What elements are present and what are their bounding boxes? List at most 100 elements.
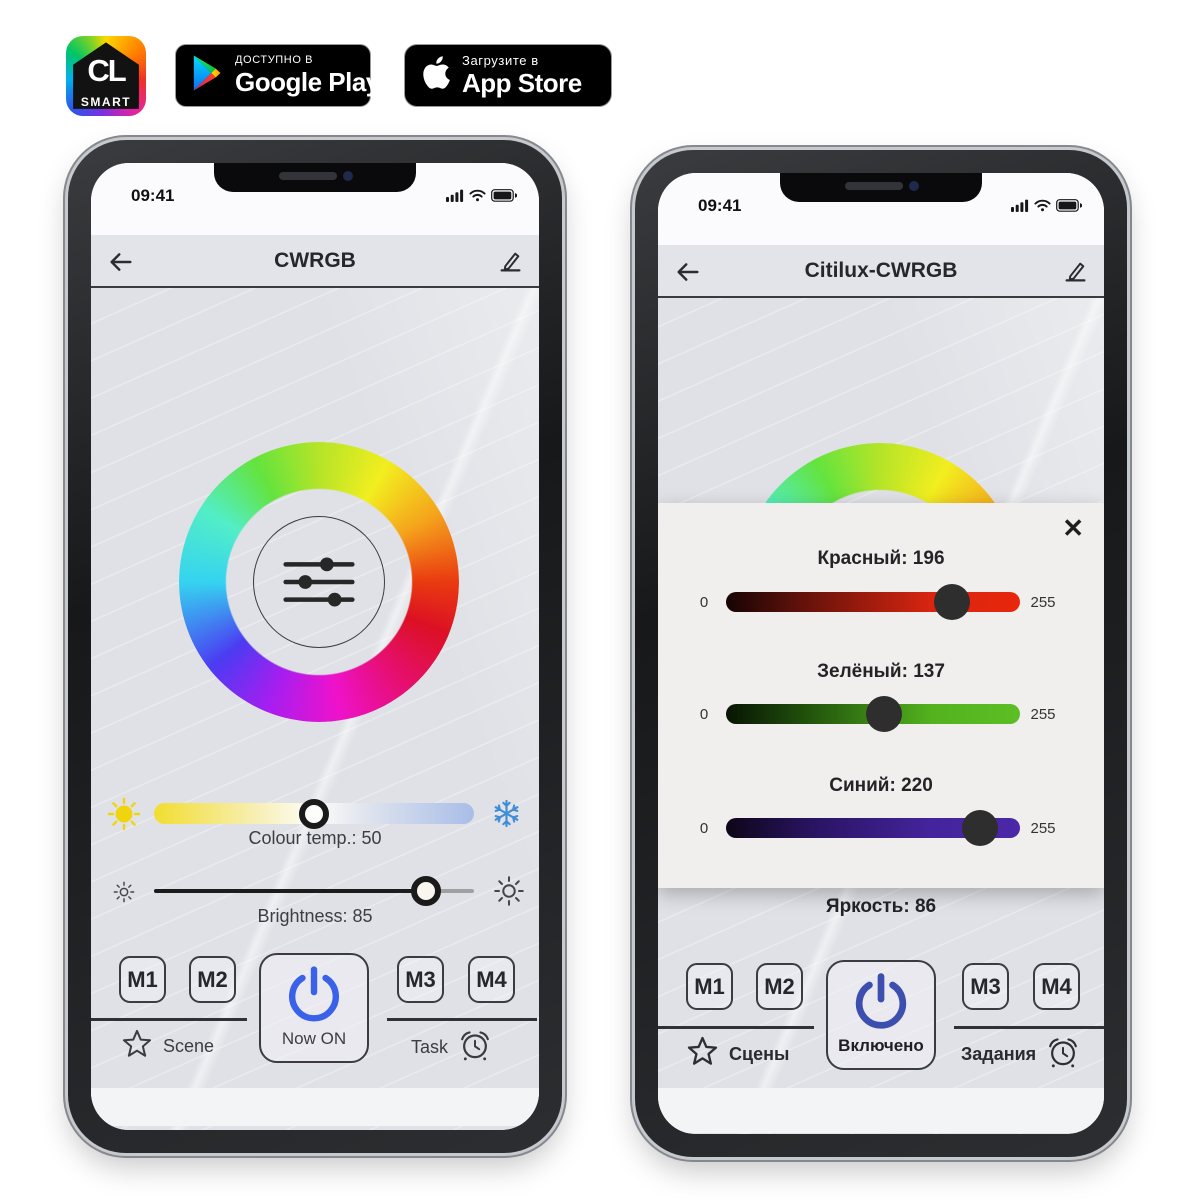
- green-max-label: 255: [1030, 706, 1056, 723]
- blue-min-label: 0: [699, 820, 709, 837]
- color-wheel[interactable]: [179, 442, 459, 722]
- red-min-label: 0: [699, 594, 709, 611]
- signal-icon: [1011, 199, 1029, 217]
- memory-button-m2[interactable]: M2: [756, 963, 803, 1010]
- memory-button-m4[interactable]: M4: [468, 956, 515, 1003]
- green-slider-thumb[interactable]: [865, 696, 902, 732]
- sliders-icon: [283, 557, 355, 607]
- tab-scene-label: Scene: [163, 1036, 215, 1056]
- bright-sun-icon: [494, 876, 524, 911]
- edit-pencil-icon[interactable]: [1063, 259, 1088, 284]
- front-camera: [909, 181, 919, 191]
- badges-row: CL SMART ДОСТУПНО В Google Play: [0, 0, 1200, 130]
- blue-max-label: 255: [1030, 820, 1056, 837]
- rgb-sliders-open-button[interactable]: [253, 516, 385, 648]
- rgb-modal: ✕ Красный: 196 0 255 Зелёный: 137 0 255 …: [658, 503, 1104, 888]
- memory-button-m4[interactable]: M4: [1033, 963, 1080, 1010]
- speaker: [845, 182, 904, 190]
- front-camera: [343, 171, 353, 181]
- power-icon: [289, 966, 339, 1022]
- phone-left: 09:41 CWRGB: [68, 140, 562, 1153]
- memory-button-m1[interactable]: M1: [686, 963, 733, 1010]
- home-area: [91, 1088, 539, 1126]
- power-button[interactable]: Now ON: [259, 953, 369, 1063]
- cl-smart-logo[interactable]: CL SMART: [66, 36, 146, 116]
- app-store-caption: Загрузите в: [462, 53, 539, 69]
- status-time: 09:41: [698, 196, 742, 215]
- close-icon[interactable]: ✕: [1062, 513, 1084, 543]
- device-title: Citilux-CWRGB: [804, 259, 958, 282]
- back-button[interactable]: [674, 258, 702, 286]
- alarm-clock-icon: [458, 1028, 492, 1067]
- home-area: [658, 1088, 1104, 1133]
- cl-logo-text: CL: [87, 53, 126, 88]
- brightness-fill: [154, 889, 426, 893]
- color-temp-thumb[interactable]: [299, 798, 329, 829]
- app-store-badge[interactable]: Загрузите в App Store: [404, 44, 612, 107]
- tab-scene[interactable]: Сцены: [686, 1035, 789, 1073]
- brightness-slider-row: [91, 874, 537, 908]
- tab-task[interactable]: Задания: [961, 1035, 1080, 1074]
- google-play-badge[interactable]: ДОСТУПНО В Google Play: [175, 44, 380, 107]
- power-state-label: Включено: [838, 1036, 924, 1055]
- device-title: CWRGB: [274, 249, 356, 272]
- app-header: CWRGB: [91, 235, 539, 288]
- phone-right: 09:41 Citilux-CWRGB ✕ Кр: [635, 150, 1127, 1157]
- notch: [780, 173, 982, 202]
- red-max-label: 255: [1030, 594, 1056, 611]
- green-slider-label: Зелёный: 137: [817, 661, 945, 682]
- power-button[interactable]: Включено: [826, 960, 936, 1070]
- main-content: ✕ Красный: 196 0 255 Зелёный: 137 0 255 …: [658, 298, 1104, 1134]
- phone-right-screen: 09:41 Citilux-CWRGB ✕ Кр: [658, 173, 1104, 1134]
- brightness-thumb[interactable]: [411, 876, 441, 906]
- brightness-track[interactable]: [154, 876, 474, 906]
- red-slider-track[interactable]: [726, 584, 1020, 620]
- color-temp-slider-row: [91, 796, 537, 831]
- alarm-clock-icon: [1046, 1035, 1080, 1074]
- signal-icon: [446, 189, 464, 207]
- blue-slider-track[interactable]: [726, 810, 1020, 846]
- app-header: Citilux-CWRGB: [658, 245, 1104, 298]
- memory-button-m1[interactable]: M1: [119, 956, 166, 1003]
- battery-icon: [491, 189, 518, 207]
- color-temp-label: Colour temp.: 50: [248, 828, 382, 848]
- google-play-caption: ДОСТУПНО В: [235, 54, 314, 67]
- edit-pencil-icon[interactable]: [498, 249, 523, 274]
- power-icon: [855, 973, 907, 1029]
- notch: [214, 163, 416, 192]
- red-slider-thumb[interactable]: [933, 584, 970, 620]
- green-slider-track[interactable]: [726, 696, 1020, 732]
- google-play-icon: [190, 54, 224, 97]
- main-content: Colour temp.: 50 Brightness: 85: [91, 288, 539, 1130]
- warm-sun-icon: [107, 797, 141, 836]
- wifi-icon: [469, 189, 486, 207]
- app-store-title: App Store: [462, 67, 582, 98]
- back-button[interactable]: [107, 248, 135, 276]
- apple-icon: [419, 54, 451, 97]
- tab-scene-label: Сцены: [729, 1043, 790, 1064]
- blue-slider-label: Синий: 220: [829, 775, 933, 796]
- tabbar-divider-left: [658, 1026, 814, 1029]
- blue-slider-thumb[interactable]: [961, 810, 998, 846]
- color-temp-track[interactable]: [154, 798, 474, 829]
- memory-button-m3[interactable]: M3: [962, 963, 1009, 1010]
- tabbar-divider-right: [387, 1018, 537, 1021]
- memory-button-m3[interactable]: M3: [397, 956, 444, 1003]
- wifi-icon: [1034, 199, 1051, 217]
- red-slider-label: Красный: 196: [817, 548, 945, 569]
- power-state-label: Now ON: [281, 1029, 347, 1048]
- tab-task[interactable]: Task: [411, 1028, 492, 1067]
- memory-button-m2[interactable]: M2: [189, 956, 236, 1003]
- tab-scene[interactable]: Scene: [121, 1028, 214, 1065]
- tab-task-label: Задания: [961, 1044, 1037, 1064]
- battery-icon: [1056, 199, 1083, 217]
- speaker: [279, 172, 338, 180]
- status-time: 09:41: [131, 186, 175, 205]
- star-icon: [686, 1035, 719, 1073]
- brightness-label: Brightness: 85: [257, 906, 373, 926]
- phone-left-screen: 09:41 CWRGB: [91, 163, 539, 1130]
- green-min-label: 0: [699, 706, 709, 723]
- brightness-value-label: Яркость: 86: [825, 896, 937, 917]
- google-play-title: Google Play: [235, 66, 380, 97]
